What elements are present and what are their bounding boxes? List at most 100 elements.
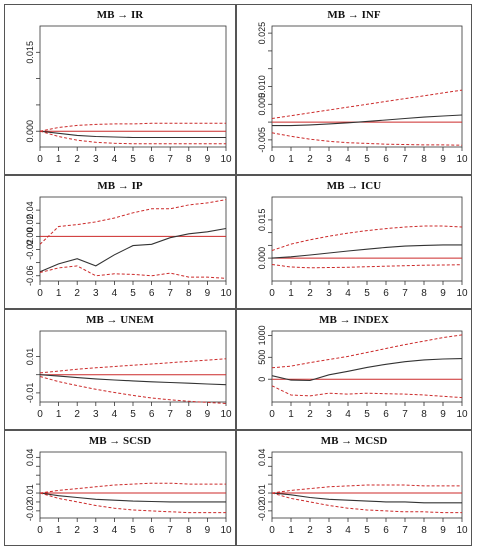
irf-lower-ci-line [39, 376, 227, 404]
irf-panel: -0.01 0.01 0 1 2 3 4 5 6 7 8 9 10 MB → UNEM [4, 309, 236, 430]
irf-plot: -0.01 0.01 0 1 2 3 4 5 6 7 8 9 10 [4, 309, 236, 430]
x-tick-label: 1 [56, 409, 62, 420]
y-tick-label: 0.01 [257, 484, 267, 502]
x-tick-label: 2 [307, 154, 313, 165]
x-tick-label: 7 [402, 154, 408, 165]
x-tick-label: 2 [74, 288, 80, 299]
y-tick-label: 0.04 [25, 449, 35, 467]
irf-panel: -0.02 0.01 0.04 0 1 2 3 4 5 6 7 8 9 10 MB → MCSD [236, 430, 472, 546]
y-tick-label: 1000 [257, 325, 267, 345]
x-tick-label: 4 [345, 409, 351, 420]
y-tick-label: 500 [257, 350, 267, 365]
plot-frame [39, 330, 227, 403]
x-tick-label: 3 [93, 154, 99, 165]
x-tick-label: 1 [288, 409, 294, 420]
y-tick-label: 0.04 [25, 201, 35, 219]
x-tick-label: 2 [307, 409, 313, 420]
irf-plot: 0 500 1000 0 1 2 3 4 5 6 7 8 9 10 [236, 309, 472, 430]
y-tick-label: 0 [257, 377, 267, 382]
y-tick-label: 0.000 [25, 120, 35, 143]
irf-upper-ci-line [271, 484, 462, 494]
plot-frame [39, 451, 227, 519]
x-tick-label: 0 [269, 409, 275, 420]
irf-mean-line [39, 374, 227, 386]
x-tick-label: 9 [205, 525, 211, 536]
y-tick-label: 0.04 [257, 449, 267, 467]
x-tick-label: 6 [149, 409, 155, 420]
x-tick-label: 8 [421, 525, 427, 536]
x-tick-label: 8 [186, 409, 192, 420]
irf-upper-ci-line [39, 199, 227, 245]
y-tick-label: -0.02 [25, 239, 35, 260]
x-tick-label: 7 [402, 525, 408, 536]
irf-mean-line [271, 358, 463, 382]
irf-mean-line [271, 244, 462, 259]
panel-title: MB → IP [97, 180, 143, 192]
x-tick-label: 1 [56, 288, 62, 299]
panel-title: MB → MCSD [320, 435, 388, 447]
x-tick-label: 8 [421, 288, 427, 299]
irf-panel: 0 500 1000 0 1 2 3 4 5 6 7 8 9 10 MB → INDEX [236, 309, 472, 430]
irf-mean-line [39, 130, 226, 139]
panel-border [4, 430, 236, 546]
panel-border [4, 309, 236, 430]
x-tick-label: 0 [269, 154, 275, 165]
x-tick-label: 5 [130, 409, 136, 420]
x-tick-label: 5 [364, 525, 370, 536]
y-tick-label: -0.005 [257, 127, 267, 153]
y-tick-label: 0.000 [257, 247, 267, 270]
x-tick-label: 9 [440, 525, 446, 536]
x-tick-label: 10 [456, 409, 468, 420]
x-tick-label: 3 [326, 154, 332, 165]
y-tick-label: -0.01 [25, 383, 35, 404]
x-tick-label: 8 [186, 288, 192, 299]
irf-panel: 0.000 0.015 0 1 2 3 4 5 6 7 8 9 10 MB → ICU [236, 175, 472, 309]
panel-title: MB → INF [327, 9, 381, 21]
x-tick-label: 3 [93, 288, 99, 299]
x-tick-label: 7 [402, 288, 408, 299]
x-tick-label: 7 [167, 288, 173, 299]
irf-panel: 0.000 0.015 0 1 2 3 4 5 6 7 8 9 10 MB → IR [4, 4, 236, 175]
y-tick-label: 0.02 [25, 214, 35, 232]
x-tick-label: 6 [149, 525, 155, 536]
x-tick-label: 4 [112, 154, 118, 165]
x-tick-label: 1 [288, 525, 294, 536]
x-tick-label: 1 [288, 154, 294, 165]
panel-title: MB → IR [96, 9, 144, 21]
x-tick-label: 3 [93, 525, 99, 536]
x-tick-label: 0 [37, 409, 43, 420]
x-tick-label: 0 [269, 525, 275, 536]
irf-plot: -0.020.01 0.04 0 1 2 3 4 5 6 7 8 9 10 [236, 430, 472, 546]
x-tick-label: 9 [440, 409, 446, 420]
irf-upper-ci-line [271, 225, 463, 251]
irf-plot: -0.020.01 0.04 0 1 2 3 4 5 6 7 8 9 10 [4, 430, 236, 546]
x-tick-label: 2 [74, 525, 80, 536]
x-tick-label: 1 [56, 525, 62, 536]
x-tick-label: 10 [456, 154, 468, 165]
x-tick-label: 4 [112, 288, 118, 299]
x-tick-label: 2 [307, 525, 313, 536]
irf-panel: -0.06 -0.02 0.00 0.02 0.04 0 1 2 3 4 5 6 7 8 9 10 MB → I… [4, 175, 236, 309]
x-tick-label: 6 [383, 525, 389, 536]
x-tick-label: 2 [74, 409, 80, 420]
x-tick-label: 3 [326, 525, 332, 536]
panel-border [236, 430, 472, 546]
x-tick-label: 7 [167, 409, 173, 420]
irf-plot: 0.000 0.015 0 1 2 3 4 5 6 7 8 9 10 [236, 175, 472, 309]
x-tick-label: 1 [288, 288, 294, 299]
y-tick-label: 0.01 [25, 484, 35, 502]
x-tick-label: 5 [130, 154, 136, 165]
x-tick-label: 10 [456, 288, 468, 299]
panel-title: MB → UNEM [86, 314, 154, 326]
x-tick-label: 10 [220, 525, 232, 536]
irf-lower-ci-line [271, 264, 463, 269]
x-tick-label: 6 [383, 288, 389, 299]
panel-title: MB → INDEX [319, 314, 389, 326]
x-tick-label: 0 [37, 154, 43, 165]
x-tick-label: 2 [307, 288, 313, 299]
x-tick-label: 7 [167, 525, 173, 536]
irf-panel: -0.02 0.01 0.04 0 1 2 3 4 5 6 7 8 9 10 MB → SCSD [4, 430, 236, 546]
panel-border [4, 4, 236, 175]
x-tick-label: 9 [205, 288, 211, 299]
